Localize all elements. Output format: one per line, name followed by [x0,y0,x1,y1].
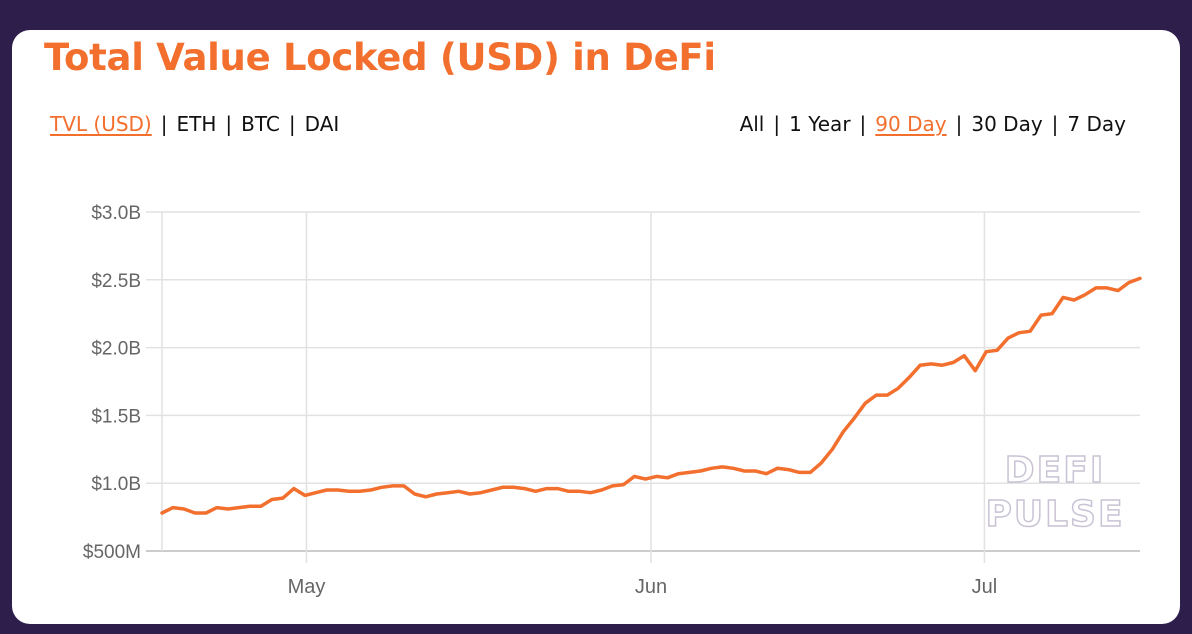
tvl-series-line [160,276,1142,515]
range-toggle-group: All | 1 Year | 90 Day | 30 Day | 7 Day [740,112,1126,136]
y-tick-label: $500M [83,542,141,563]
separator: | [225,112,233,136]
watermark-line1: DEFI [1005,450,1105,491]
range-toggle-90-day[interactable]: 90 Day [875,112,947,136]
x-tick-label: Jul [972,576,998,598]
range-toggle-30-day[interactable]: 30 Day [971,112,1043,136]
x-tick-label: May [288,576,326,598]
separator: | [160,112,168,136]
separator: | [773,112,781,136]
y-tick-label: $2.5B [91,271,141,292]
metric-toggle-dai[interactable]: DAI [304,112,340,136]
watermark-line2: PULSE [985,494,1124,535]
range-toggle-1-year[interactable]: 1 Year [789,112,851,136]
separator: | [288,112,296,136]
y-tick-label: $3.0B [91,203,141,224]
separator: | [1051,112,1059,136]
y-axis: $3.0B $2.5B $2.0B $1.5B $1.0B $500M [83,203,141,563]
y-tick-label: $1.5B [91,406,141,427]
metric-toggle-eth[interactable]: ETH [176,112,217,136]
metric-toggle-btc[interactable]: BTC [241,112,280,136]
x-axis: May Jun Jul [288,576,998,598]
x-tick-label: Jun [635,576,667,598]
y-tick-label: $1.0B [91,474,141,495]
metric-toggle-tvl-usd[interactable]: TVL (USD) [50,112,152,136]
range-toggle-all[interactable]: All [739,112,765,136]
chart-grid [146,211,1140,563]
range-toggle-7-day[interactable]: 7 Day [1067,112,1126,136]
y-tick-label: $2.0B [91,339,141,360]
separator: | [859,112,867,136]
defi-pulse-watermark: DEFI PULSE [985,449,1124,536]
metric-toggle-group: TVL (USD) | ETH | BTC | DAI [50,112,339,136]
chart-title: Total Value Locked (USD) in DeFi [44,36,716,79]
chart-card [12,30,1180,624]
separator: | [955,112,963,136]
